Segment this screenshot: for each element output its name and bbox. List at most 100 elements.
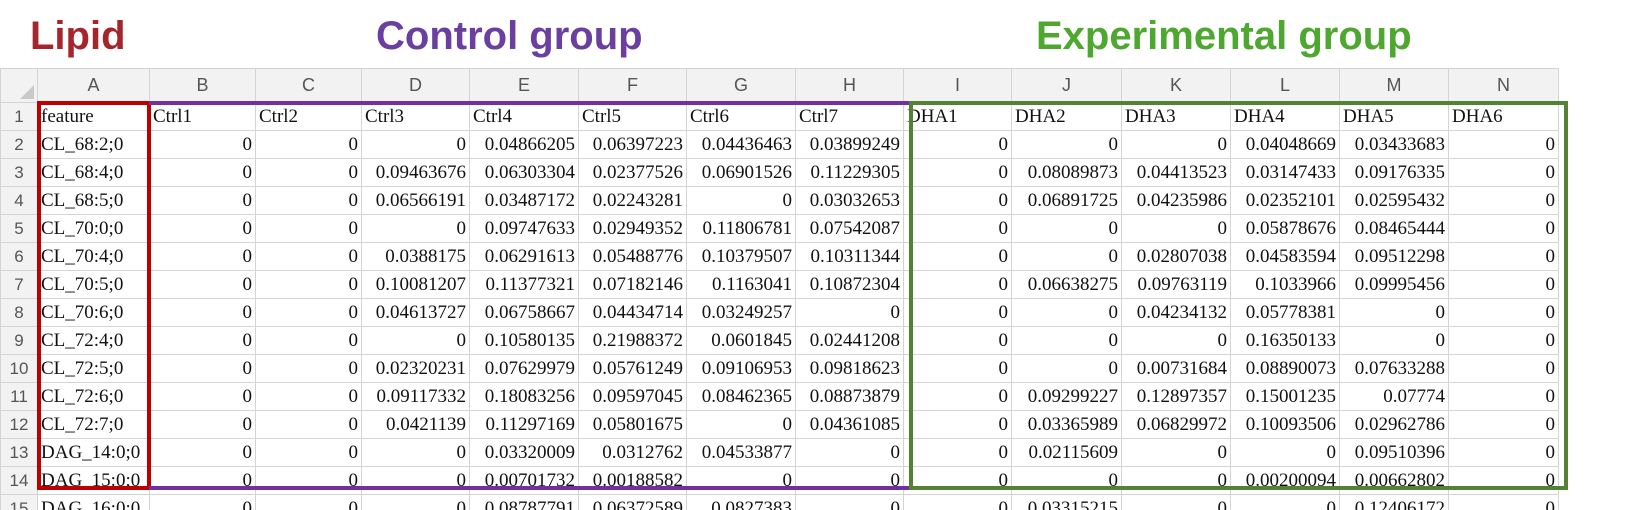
value-cell[interactable]: 0 [903, 130, 1012, 159]
value-cell[interactable]: 0.04048669 [1230, 130, 1340, 159]
value-cell[interactable]: 0.0601845 [686, 326, 796, 355]
value-cell[interactable]: 0.02441208 [795, 326, 904, 355]
value-cell[interactable]: 0 [149, 466, 256, 495]
column-header-j[interactable]: J [1011, 68, 1122, 103]
value-cell[interactable]: 0 [149, 158, 256, 187]
value-cell[interactable]: 0.0388175 [361, 242, 470, 271]
value-cell[interactable]: 0.0312762 [578, 438, 687, 467]
value-cell[interactable]: 0.06291613 [469, 242, 579, 271]
value-cell[interactable]: 0.11377321 [469, 270, 579, 299]
value-cell[interactable]: 0.03487172 [469, 186, 579, 215]
value-cell[interactable]: 0.00701732 [469, 466, 579, 495]
column-header-f[interactable]: F [578, 68, 687, 103]
value-cell[interactable]: 0.04613727 [361, 298, 470, 327]
value-cell[interactable]: 0 [903, 494, 1012, 510]
value-cell[interactable]: 0.02962786 [1339, 410, 1449, 439]
value-cell[interactable]: 0 [149, 354, 256, 383]
value-cell[interactable]: 0.08787791 [469, 494, 579, 510]
value-cell[interactable]: 0 [1121, 438, 1231, 467]
value-cell[interactable]: 0.09747633 [469, 214, 579, 243]
value-cell[interactable]: 0.02949352 [578, 214, 687, 243]
row-header[interactable]: 4 [0, 186, 38, 215]
feature-cell[interactable]: CL_68:5;0 [37, 186, 150, 215]
column-header-a[interactable]: A [37, 68, 150, 103]
value-cell[interactable]: 0.09106953 [686, 354, 796, 383]
value-cell[interactable]: 0.06829972 [1121, 410, 1231, 439]
value-cell[interactable]: 0 [149, 186, 256, 215]
value-cell[interactable]: 0 [255, 130, 362, 159]
value-cell[interactable]: 0 [1448, 410, 1559, 439]
row-header[interactable]: 14 [0, 466, 38, 495]
value-cell[interactable]: 0.03365989 [1011, 410, 1122, 439]
value-cell[interactable]: 0.05761249 [578, 354, 687, 383]
value-cell[interactable]: 0 [255, 354, 362, 383]
value-cell[interactable]: 0.00188582 [578, 466, 687, 495]
value-cell[interactable]: 0.12406172 [1339, 494, 1449, 510]
feature-cell[interactable]: DAG_16:0;0 [37, 494, 150, 510]
value-cell[interactable]: 0.09510396 [1339, 438, 1449, 467]
header-cell[interactable]: Ctrl2 [255, 102, 362, 131]
value-cell[interactable]: 0 [1121, 494, 1231, 510]
value-cell[interactable]: 0.07182146 [578, 270, 687, 299]
value-cell[interactable]: 0.04434714 [578, 298, 687, 327]
value-cell[interactable]: 0.09597045 [578, 382, 687, 411]
value-cell[interactable]: 0 [255, 466, 362, 495]
value-cell[interactable]: 0.18083256 [469, 382, 579, 411]
value-cell[interactable]: 0 [686, 466, 796, 495]
feature-cell[interactable]: CL_70:6;0 [37, 298, 150, 327]
value-cell[interactable]: 0.05801675 [578, 410, 687, 439]
value-cell[interactable]: 0 [903, 410, 1012, 439]
feature-cell[interactable]: DAG_14:0;0 [37, 438, 150, 467]
value-cell[interactable]: 0.0421139 [361, 410, 470, 439]
value-cell[interactable]: 0 [1011, 298, 1122, 327]
header-cell[interactable]: DHA5 [1339, 102, 1449, 131]
value-cell[interactable]: 0 [255, 242, 362, 271]
value-cell[interactable]: 0.03433683 [1339, 130, 1449, 159]
value-cell[interactable]: 0 [1121, 326, 1231, 355]
value-cell[interactable]: 0 [255, 214, 362, 243]
value-cell[interactable]: 0.04361085 [795, 410, 904, 439]
feature-cell[interactable]: CL_68:2;0 [37, 130, 150, 159]
value-cell[interactable]: 0 [1448, 298, 1559, 327]
value-cell[interactable]: 0.08089873 [1011, 158, 1122, 187]
value-cell[interactable]: 0 [255, 438, 362, 467]
value-cell[interactable]: 0.03249257 [686, 298, 796, 327]
value-cell[interactable]: 0.10081207 [361, 270, 470, 299]
feature-cell[interactable]: CL_68:4;0 [37, 158, 150, 187]
value-cell[interactable]: 0 [903, 214, 1012, 243]
value-cell[interactable]: 0.04413523 [1121, 158, 1231, 187]
value-cell[interactable]: 0.06758667 [469, 298, 579, 327]
value-cell[interactable]: 0.02320231 [361, 354, 470, 383]
column-header-h[interactable]: H [795, 68, 904, 103]
value-cell[interactable]: 0 [1448, 130, 1559, 159]
value-cell[interactable]: 0 [255, 382, 362, 411]
value-cell[interactable]: 0.02115609 [1011, 438, 1122, 467]
value-cell[interactable]: 0 [795, 438, 904, 467]
value-cell[interactable]: 0 [255, 186, 362, 215]
value-cell[interactable]: 0 [1121, 466, 1231, 495]
value-cell[interactable]: 0 [149, 298, 256, 327]
value-cell[interactable]: 0 [149, 438, 256, 467]
value-cell[interactable]: 0.07774 [1339, 382, 1449, 411]
feature-cell[interactable]: CL_70:4;0 [37, 242, 150, 271]
value-cell[interactable]: 0 [1448, 466, 1559, 495]
value-cell[interactable]: 0.09512298 [1339, 242, 1449, 271]
value-cell[interactable]: 0.10311344 [795, 242, 904, 271]
value-cell[interactable]: 0.05488776 [578, 242, 687, 271]
feature-cell[interactable]: CL_70:5;0 [37, 270, 150, 299]
value-cell[interactable]: 0.04866205 [469, 130, 579, 159]
value-cell[interactable]: 0.11229305 [795, 158, 904, 187]
value-cell[interactable]: 0 [903, 466, 1012, 495]
value-cell[interactable]: 0.02595432 [1339, 186, 1449, 215]
value-cell[interactable]: 0.21988372 [578, 326, 687, 355]
value-cell[interactable]: 0 [255, 270, 362, 299]
value-cell[interactable]: 0.08873879 [795, 382, 904, 411]
value-cell[interactable]: 0 [903, 382, 1012, 411]
value-cell[interactable]: 0 [1339, 298, 1449, 327]
value-cell[interactable]: 0 [149, 382, 256, 411]
value-cell[interactable]: 0.15001235 [1230, 382, 1340, 411]
feature-cell[interactable]: CL_72:4;0 [37, 326, 150, 355]
value-cell[interactable]: 0 [1121, 130, 1231, 159]
value-cell[interactable]: 0 [686, 186, 796, 215]
feature-cell[interactable]: CL_72:6;0 [37, 382, 150, 411]
